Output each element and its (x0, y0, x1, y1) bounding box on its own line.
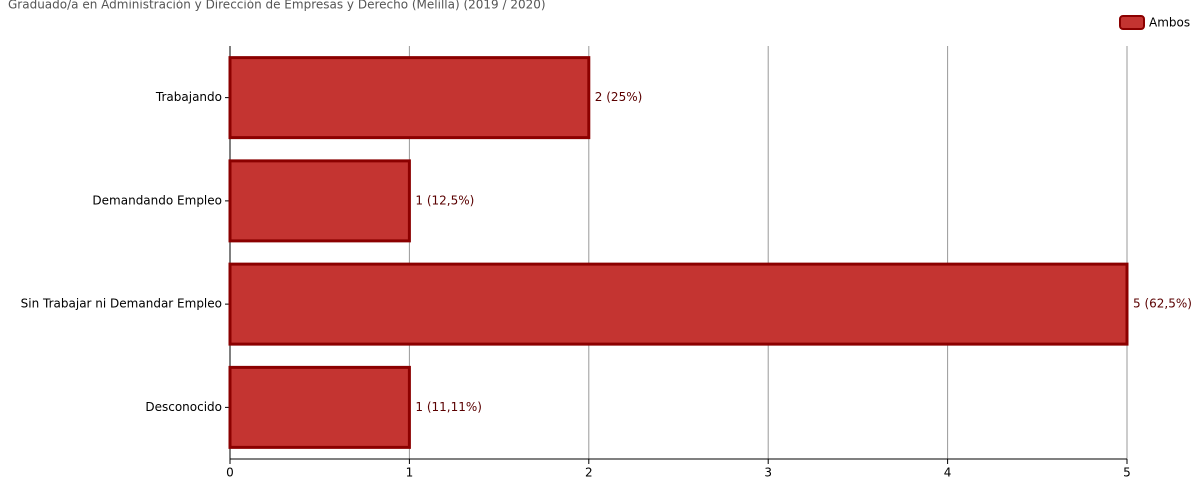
legend-label: Ambos (1149, 16, 1190, 30)
bar (228, 159, 411, 243)
data-label: 2 (25%) (595, 90, 642, 104)
data-label: 5 (62,5%) (1133, 297, 1192, 311)
data-label: 1 (11,11%) (415, 400, 482, 414)
bar (228, 365, 411, 449)
bar (228, 262, 1129, 346)
y-tick-label: Trabajando (155, 90, 222, 104)
y-tick-label: Sin Trabajar ni Demandar Empleo (21, 297, 222, 311)
x-tick-label: 2 (585, 466, 593, 479)
x-tick-label: 4 (944, 466, 952, 479)
y-tick-label: Demandando Empleo (92, 193, 222, 207)
x-tick-label: 5 (1123, 466, 1131, 479)
x-tick-label: 0 (226, 466, 234, 479)
x-tick-label: 1 (406, 466, 414, 479)
bar (228, 56, 591, 140)
data-label: 1 (12,5%) (415, 193, 474, 207)
chart-title: Graduado/a en Administración y Dirección… (8, 0, 546, 12)
legend-swatch (1119, 15, 1145, 30)
x-tick-label: 3 (764, 466, 772, 479)
y-tick-label: Desconocido (145, 400, 222, 414)
